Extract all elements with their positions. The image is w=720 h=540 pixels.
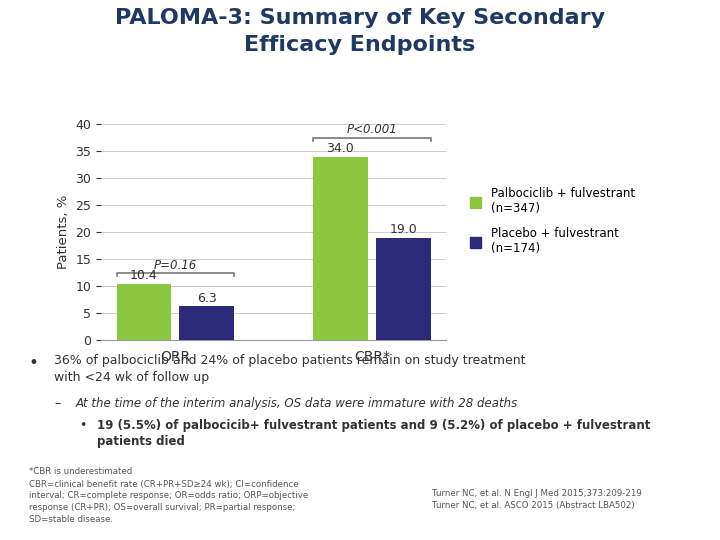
Text: 36% of palbociclib and 24% of placebo patients remain on study treatment
with <2: 36% of palbociclib and 24% of placebo pa… bbox=[54, 354, 526, 384]
Bar bbox=[117, 284, 171, 340]
Text: •: • bbox=[79, 418, 86, 431]
Y-axis label: Patients, %: Patients, % bbox=[57, 195, 70, 269]
Bar bbox=[179, 306, 234, 340]
Text: 10.4: 10.4 bbox=[130, 269, 158, 282]
Text: 34.0: 34.0 bbox=[326, 142, 354, 155]
Text: 19 (5.5%) of palbocicib+ fulvestrant patients and 9 (5.2%) of placebo + fulvestr: 19 (5.5%) of palbocicib+ fulvestrant pat… bbox=[97, 418, 651, 448]
Text: 19.0: 19.0 bbox=[390, 223, 417, 236]
Legend: Palbociclib + fulvestrant
(n=347), Placebo + fulvestrant
(n=174): Palbociclib + fulvestrant (n=347), Place… bbox=[469, 187, 635, 255]
Text: At the time of the interim analysis, OS data were immature with 28 deaths: At the time of the interim analysis, OS … bbox=[76, 397, 518, 410]
Text: P=0.16: P=0.16 bbox=[154, 259, 197, 272]
Text: 6.3: 6.3 bbox=[197, 292, 217, 305]
Text: •: • bbox=[29, 354, 39, 372]
Text: P<0.001: P<0.001 bbox=[346, 123, 397, 136]
Text: PALOMA-3: Summary of Key Secondary: PALOMA-3: Summary of Key Secondary bbox=[115, 8, 605, 28]
Text: Turner NC, et al. N Engl J Med 2015;373:209-219
Turner NC, et al. ASCO 2015 (Abs: Turner NC, et al. N Engl J Med 2015;373:… bbox=[432, 489, 642, 510]
Text: CBR=clinical benefit rate (CR+PR+SD≥24 wk); CI=confidence
interval; CR=complete : CBR=clinical benefit rate (CR+PR+SD≥24 w… bbox=[29, 480, 308, 524]
Text: –: – bbox=[54, 397, 60, 410]
Bar bbox=[313, 157, 368, 340]
Bar bbox=[376, 238, 431, 340]
Text: *CBR is underestimated: *CBR is underestimated bbox=[29, 467, 132, 476]
Text: Efficacy Endpoints: Efficacy Endpoints bbox=[244, 35, 476, 55]
